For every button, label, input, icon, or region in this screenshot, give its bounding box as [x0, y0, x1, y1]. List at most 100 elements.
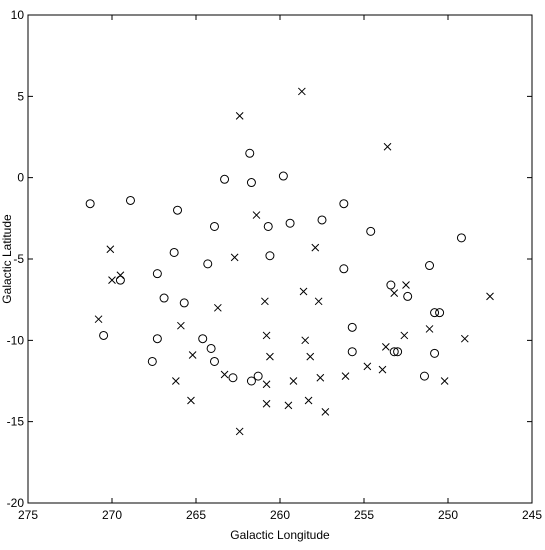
point [314, 297, 323, 306]
point [347, 347, 357, 357]
point [262, 380, 271, 389]
y-tick-label: -20 [7, 496, 25, 510]
point [321, 408, 330, 416]
y-tick-label: -5 [13, 252, 24, 266]
point [304, 396, 313, 405]
point [403, 291, 413, 301]
point [262, 399, 271, 408]
point [390, 289, 399, 298]
point [203, 259, 213, 269]
point [263, 221, 273, 231]
point [179, 298, 189, 308]
point [440, 377, 449, 385]
point [285, 218, 295, 228]
point [220, 370, 229, 379]
point [106, 245, 115, 254]
x-tick-label: 265 [186, 508, 206, 522]
y-tick-label: 0 [17, 171, 24, 185]
point [456, 233, 466, 243]
x-tick-label: 255 [354, 508, 374, 522]
point [383, 142, 392, 151]
point [235, 111, 244, 120]
x-tick-label: 250 [438, 508, 458, 522]
point [378, 365, 387, 374]
point [116, 271, 125, 280]
point [152, 269, 162, 279]
point [386, 280, 396, 290]
point [297, 87, 306, 96]
point [187, 396, 195, 405]
y-axis-label: Galactic Latitude [0, 214, 14, 304]
point [400, 331, 409, 340]
point [284, 401, 293, 410]
point [316, 373, 325, 382]
x-tick-label: 260 [270, 508, 290, 522]
point [246, 376, 256, 386]
y-tick-label: 10 [11, 8, 25, 22]
point [99, 330, 109, 340]
x-axis-label: Galactic Longitude [230, 528, 330, 542]
point [228, 373, 238, 383]
point [245, 148, 255, 158]
point [235, 427, 244, 436]
y-tick-label: 5 [17, 89, 24, 103]
point [341, 372, 350, 380]
point [265, 251, 275, 261]
point [253, 371, 263, 381]
x-tick-label: 245 [522, 508, 542, 522]
point [301, 336, 310, 345]
point [306, 352, 315, 361]
point [220, 174, 230, 184]
point [159, 293, 169, 303]
point [486, 292, 494, 301]
point [173, 205, 183, 215]
point [171, 377, 180, 385]
point [402, 281, 410, 289]
point [425, 325, 434, 333]
point [363, 362, 372, 371]
x-tick-label: 270 [102, 508, 122, 522]
point [278, 171, 288, 181]
x-tick-label: 275 [18, 508, 38, 522]
point [389, 347, 399, 357]
point [177, 321, 185, 330]
point [419, 371, 429, 381]
y-tick-label: -15 [7, 415, 25, 429]
plot-frame [27, 14, 533, 504]
point [317, 215, 327, 225]
point [339, 199, 349, 209]
point [266, 352, 274, 361]
point [262, 331, 271, 340]
point [213, 303, 222, 312]
point [206, 343, 216, 353]
point [430, 308, 440, 318]
point [108, 276, 116, 285]
point [94, 315, 103, 324]
point [299, 287, 308, 296]
point [460, 334, 469, 343]
point [152, 334, 162, 344]
point [198, 334, 208, 344]
point [209, 221, 219, 231]
point [147, 356, 157, 366]
point [339, 264, 349, 274]
point [430, 348, 440, 358]
point [289, 377, 298, 385]
point [393, 347, 403, 357]
point [425, 261, 435, 271]
point [261, 297, 269, 306]
point [85, 199, 95, 209]
y-tick-label: -10 [7, 333, 25, 347]
point [311, 243, 320, 252]
point [246, 178, 256, 188]
point [115, 275, 125, 285]
point [435, 308, 445, 318]
point [381, 342, 390, 351]
point [347, 322, 357, 332]
point [252, 211, 261, 219]
point [188, 351, 197, 359]
point [209, 356, 219, 366]
point [366, 226, 376, 236]
point [169, 247, 179, 257]
